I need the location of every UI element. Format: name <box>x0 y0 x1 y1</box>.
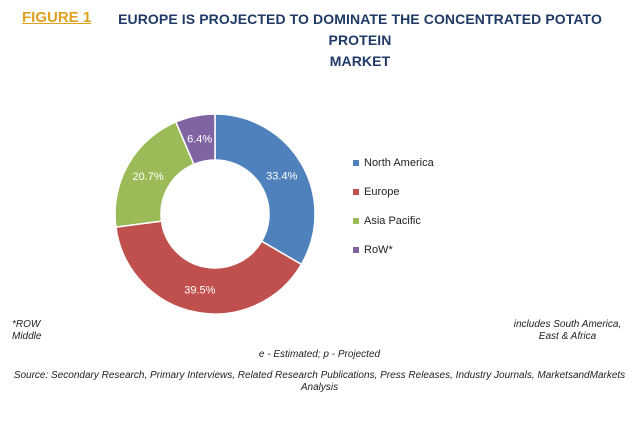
legend-label: Asia Pacific <box>364 214 421 227</box>
legend-item: RoW* <box>353 235 434 264</box>
data-label: 33.4% <box>266 171 297 183</box>
legend-swatch <box>353 159 359 166</box>
row-footnote-line-2: Middle <box>12 331 42 342</box>
row-footnote-line-1: *ROW <box>12 319 41 330</box>
legend-label: North America <box>364 156 434 169</box>
slice-europe <box>115 220 303 315</box>
source-line-1: Source: Secondary Research, Primary Inte… <box>13 370 626 381</box>
legend-swatch <box>353 188 359 195</box>
row-footnote-right-line-1: includes South America, <box>513 319 622 330</box>
chart-legend: North America Europe Asia Pacific RoW* <box>353 148 434 264</box>
data-label: 39.5% <box>184 284 215 296</box>
source-line-2: Analysis <box>300 382 339 393</box>
row-footnote-right-line-2: East & Africa <box>538 331 597 342</box>
figure-title: EUROPE IS PROJECTED TO DOMINATE THE CONC… <box>110 9 610 72</box>
legend-label: Europe <box>364 185 400 198</box>
source-note: Source: Secondary Research, Primary Inte… <box>0 370 639 394</box>
data-label: 6.4% <box>187 134 212 146</box>
figure-label: FIGURE 1 <box>22 9 92 26</box>
data-label: 20.7% <box>133 171 164 183</box>
legend-swatch <box>353 217 359 224</box>
figure-title-line-1: EUROPE IS PROJECTED TO DOMINATE THE CONC… <box>118 11 602 48</box>
legend-item: Asia Pacific <box>353 206 434 235</box>
legend-label: RoW* <box>364 243 393 256</box>
row-footnote-left: *ROW Middle <box>12 319 41 343</box>
row-footnote-right: includes South America, East & Africa <box>505 319 630 343</box>
legend-swatch <box>353 246 359 253</box>
legend-item: North America <box>353 148 434 177</box>
slice-row <box>174 113 216 166</box>
legend-item: Europe <box>353 177 434 206</box>
estimate-note: e - Estimated; p - Projected <box>258 349 381 360</box>
figure-title-line-2: MARKET <box>329 53 391 69</box>
slice-north-america <box>214 113 316 266</box>
